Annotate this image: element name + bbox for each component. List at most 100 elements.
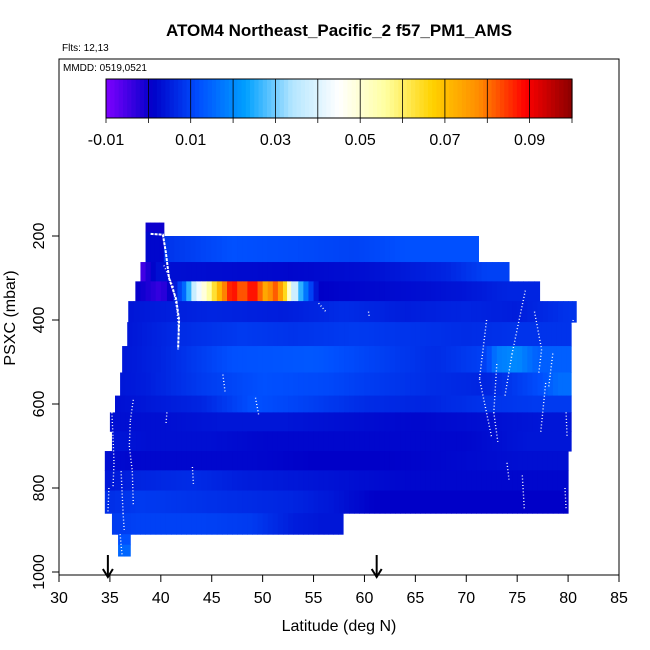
heatmap-cell: [283, 451, 289, 471]
colorbar-swatch: [411, 79, 416, 118]
heatmap-cell: [349, 451, 355, 471]
heatmap-cell: [288, 431, 294, 452]
heatmap-cell: [125, 451, 131, 471]
heatmap-cell: [410, 490, 416, 514]
heatmap-cell: [415, 262, 421, 282]
heatmap-cell: [272, 322, 279, 347]
heatmap-cell: [425, 431, 432, 452]
heatmap-cell: [242, 395, 248, 413]
heatmap-cell: [160, 262, 167, 282]
heatmap-cell: [216, 513, 223, 535]
heatmap-cell: [461, 412, 467, 432]
heatmap-cell: [430, 431, 437, 452]
heatmap-cell: [389, 395, 396, 413]
heatmap-cell: [267, 431, 274, 452]
colorbar-swatch: [470, 79, 476, 118]
heatmap-cell: [364, 346, 371, 373]
heatmap-cell: [384, 431, 391, 452]
heatmap-cell: [364, 395, 371, 413]
heatmap-cell: [120, 470, 126, 492]
x-tick-label: 45: [203, 590, 221, 607]
heatmap-cell: [298, 395, 304, 413]
heatmap-cell: [122, 346, 128, 373]
heatmap-cell: [369, 431, 376, 452]
heatmap-cell: [135, 513, 141, 535]
heatmap-cell: [561, 431, 567, 452]
heatmap-cell: [410, 236, 417, 263]
heatmap-cell: [527, 412, 533, 432]
heatmap-cell: [221, 395, 228, 413]
heatmap-cell: [430, 262, 437, 282]
heatmap-cell: [359, 412, 365, 432]
colorbar-swatch: [334, 79, 340, 118]
heatmap-cell: [257, 346, 264, 373]
heatmap-cell: [171, 346, 177, 373]
heatmap-cell: [232, 431, 238, 452]
heatmap-cell: [440, 372, 447, 397]
heatmap-cell: [349, 322, 355, 347]
heatmap-cell: [389, 346, 396, 373]
heatmap-cell: [176, 262, 182, 282]
heatmap-cell: [267, 513, 274, 535]
heatmap-cell: [201, 346, 208, 373]
heatmap-cell: [151, 346, 157, 373]
heatmap-cell: [354, 236, 360, 263]
heatmap-cell: [227, 346, 233, 373]
heatmap-cell: [313, 262, 320, 282]
heatmap-cell: [425, 262, 432, 282]
heatmap-cell: [135, 281, 141, 302]
heatmap-cell: [349, 490, 355, 514]
heatmap-cell: [272, 395, 279, 413]
heatmap-cell: [267, 490, 274, 514]
heatmap-cell: [308, 372, 315, 397]
colorbar-swatch: [478, 79, 484, 118]
heatmap-cell: [349, 412, 355, 432]
heatmap-cell: [124, 544, 131, 557]
heatmap-cell: [339, 281, 345, 302]
heatmap-cell: [451, 431, 457, 452]
heatmap-cell: [196, 490, 203, 514]
heatmap-cell: [247, 346, 253, 373]
heatmap-cell: [191, 431, 197, 452]
heatmap-cell: [415, 431, 421, 452]
heatmap-cell: [400, 470, 406, 492]
heatmap-cell: [333, 236, 340, 263]
heatmap-cell: [206, 490, 213, 514]
heatmap-cell: [339, 262, 345, 282]
heatmap-cell: [221, 431, 228, 452]
heatmap-cell: [150, 395, 157, 413]
heatmap-cell: [473, 236, 479, 263]
heatmap-cell: [481, 322, 488, 347]
heatmap-cell: [537, 470, 544, 492]
heatmap-cell: [252, 490, 259, 514]
heatmap-cell: [288, 236, 294, 263]
heatmap-cell: [563, 301, 569, 323]
heatmap-cell: [496, 372, 503, 397]
heatmap-cell: [430, 412, 437, 432]
heatmap-cell: [546, 322, 553, 347]
heatmap-cell: [196, 281, 203, 302]
heatmap-cell: [445, 490, 452, 514]
heatmap-cell: [115, 490, 121, 514]
heatmap-cell: [379, 395, 386, 413]
heatmap-cell: [165, 412, 172, 432]
heatmap-cell: [283, 395, 289, 413]
heatmap-cell: [262, 301, 269, 323]
heatmap-cell: [542, 372, 549, 397]
heatmap-cell: [277, 470, 284, 492]
heatmap-cell: [262, 281, 269, 302]
heatmap-cell: [374, 395, 381, 413]
heatmap-cell: [497, 262, 504, 282]
heatmap-cell: [486, 412, 493, 432]
heatmap-cell: [466, 322, 472, 347]
heatmap-cell: [339, 236, 345, 263]
heatmap-cell: [171, 470, 177, 492]
heatmap-cell: [262, 395, 269, 413]
heatmap-cell: [440, 470, 447, 492]
colorbar-swatch: [182, 79, 188, 118]
heatmap-cell: [333, 322, 340, 347]
heatmap-cell: [415, 301, 421, 323]
heatmap-cell: [512, 470, 518, 492]
heatmap-cell: [130, 372, 136, 397]
colorbar-swatch: [262, 79, 268, 118]
